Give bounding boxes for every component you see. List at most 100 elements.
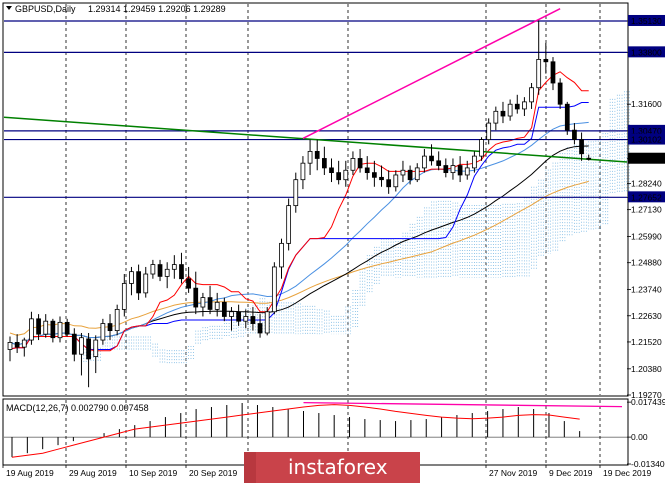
candle-body [171,264,177,270]
candle-body [550,61,556,84]
candle-body [557,82,563,105]
candle-body [229,311,234,317]
candle-body [57,321,63,339]
price-label: 1.22630 [631,311,662,321]
candle-body [364,167,370,174]
candle-body [164,268,170,277]
macd-indicator [4,401,627,458]
candle-body [264,311,270,334]
candle-body [193,287,199,308]
candle-body [29,318,34,341]
macd-title: MACD(12,26,7) 0.002790 0.007458 [6,403,149,413]
candle-body [129,271,134,284]
price-label-box [628,46,665,58]
trend-lines [3,8,628,163]
candle-body [236,311,241,322]
ma-fast-line [9,121,589,346]
candle-body [93,339,99,357]
price-label-box [628,14,665,26]
candle-body [7,342,13,350]
price-label: 1.19270 [631,390,662,400]
candle-body [121,283,127,310]
macd-axis-label: 0.00 [631,432,648,442]
watermark-band [244,452,256,483]
macd-axis-label: 0.017439 [631,397,665,407]
horizontal-levels [4,20,627,198]
candle-body [407,169,413,181]
price-label-box [628,191,665,203]
ma-orange-line [9,180,589,336]
candle-body [71,333,77,355]
candle-body [136,271,141,294]
candle-body [150,264,156,275]
candle-body [486,122,492,141]
candle-body [243,316,249,322]
time-label: 19 Aug 2019 [6,468,54,478]
ohlc-values: 1.29314 1.29459 1.29206 1.29289 [88,4,226,14]
candle-body [579,139,584,155]
price-label: 1.35130 [631,16,662,26]
candle-body [422,155,427,169]
candle-body [179,264,184,280]
time-label: 29 Aug 2019 [69,468,117,478]
price-label: 1.21520 [631,337,662,347]
symbol-triangle-icon [6,6,12,10]
candle-body [143,273,149,294]
moving-averages [9,71,589,352]
candle-body [221,301,227,317]
price-label: 1.29289 [631,154,662,164]
candle-body [450,165,456,174]
price-label-box [628,152,665,164]
ichimoku-cloud [81,91,630,364]
candle-body [64,321,70,335]
candle-body [336,172,342,181]
candles [7,20,592,388]
green-trend-line [3,116,628,163]
price-label-box [628,124,665,136]
price-label: 1.33800 [631,47,662,57]
candle-body [514,103,520,110]
candle-body [479,139,484,157]
time-label: 9 Dec 2019 [549,468,593,478]
candle-body [572,129,577,141]
price-label: 1.25990 [631,232,662,242]
price-label-box [628,133,665,145]
candle-body [436,160,442,166]
watermark: instaforex [244,452,420,483]
candle-body [157,264,163,277]
candle-body [564,103,570,131]
candle-body [257,323,263,334]
candle-body [286,205,292,244]
price-label: 1.28240 [631,178,662,188]
candle-body [443,165,449,174]
candle-body [350,158,356,171]
candle-body [321,158,327,169]
candle-body [14,342,20,348]
time-label: 10 Sep 2019 [129,468,177,478]
price-label: 1.27652 [631,192,662,202]
candle-body [200,297,206,308]
candle-body [500,110,506,117]
macd-axis-label: -0.013406 [631,459,665,469]
watermark-background [244,452,420,483]
candle-body [100,323,106,341]
candle-body [472,155,477,169]
candle-body [522,101,527,110]
candle-body [372,172,377,178]
candle-body [529,87,534,103]
candle-body [343,169,349,181]
price-label: 1.24880 [631,258,662,268]
candle-body [107,323,113,332]
price-label: 1.31600 [631,99,662,109]
price-label: 1.27130 [631,205,662,215]
macd-trend-line [303,401,623,408]
candle-body [457,165,463,176]
candle-body [293,179,299,207]
price-label: 1.20380 [631,364,662,374]
price-label: 1.30470 [631,126,662,136]
candle-body [114,308,120,332]
tenkan-line [9,71,589,352]
candle-body [393,174,399,188]
